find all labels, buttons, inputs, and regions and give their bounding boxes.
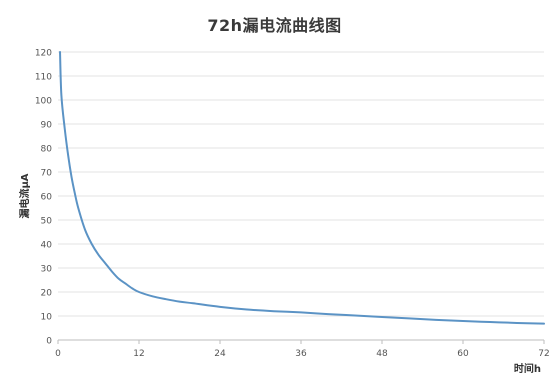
y-tick-label: 20 xyxy=(41,289,53,299)
data-point xyxy=(327,313,329,315)
data-point xyxy=(59,51,61,53)
data-point xyxy=(84,229,86,231)
data-point xyxy=(354,315,356,317)
x-tick-label: 48 xyxy=(376,349,388,359)
data-point xyxy=(91,243,93,245)
data-point xyxy=(77,207,79,209)
x-tick-label: 72 xyxy=(538,349,549,359)
data-point xyxy=(381,316,383,318)
y-tick-label: 50 xyxy=(41,217,53,227)
y-tick-label: 120 xyxy=(35,49,52,59)
y-tick-label: 70 xyxy=(41,169,53,179)
x-tick-label: 36 xyxy=(295,349,307,359)
data-point xyxy=(60,94,62,96)
data-point xyxy=(273,310,275,312)
y-tick-label: 110 xyxy=(35,73,52,83)
y-tick-label: 80 xyxy=(41,145,53,155)
data-point xyxy=(462,320,464,322)
x-tick-label: 60 xyxy=(457,349,469,359)
y-axis-title: 漏电流μA xyxy=(18,173,31,218)
data-point xyxy=(165,298,167,300)
x-tick-label: 12 xyxy=(133,349,144,359)
chart-title: 72h漏电流曲线图 xyxy=(207,16,342,35)
y-tick-label: 90 xyxy=(41,121,53,131)
data-point xyxy=(131,287,133,289)
data-point xyxy=(111,271,113,273)
y-tick-label: 100 xyxy=(35,97,52,107)
data-point xyxy=(64,128,66,130)
data-point xyxy=(408,317,410,319)
series-line xyxy=(59,51,545,325)
series-layer xyxy=(59,51,545,325)
data-point xyxy=(435,319,437,321)
grid-layer xyxy=(58,51,544,341)
data-point xyxy=(516,322,518,324)
data-point xyxy=(489,321,491,323)
y-tick-label: 0 xyxy=(46,337,52,347)
x-tick-label: 24 xyxy=(214,349,226,359)
y-tick-label: 60 xyxy=(41,193,53,203)
data-point xyxy=(98,254,100,256)
y-tick-label: 40 xyxy=(41,241,53,251)
data-point xyxy=(219,306,221,308)
data-point xyxy=(71,176,73,178)
data-point xyxy=(118,278,120,280)
data-point xyxy=(192,302,194,304)
y-tick-label: 30 xyxy=(41,265,53,275)
label-layer: 0 10 20 30 40 50 60 70 80 90 100 110 120 0 12 24 36 48 60 7… xyxy=(18,49,549,374)
data-point xyxy=(138,291,140,293)
data-point xyxy=(300,311,302,313)
data-point xyxy=(67,154,69,156)
data-point xyxy=(74,193,76,195)
y-tick-label: 10 xyxy=(41,313,53,323)
data-point xyxy=(104,262,106,264)
data-point xyxy=(152,295,154,297)
data-point xyxy=(125,283,127,285)
data-point xyxy=(179,301,181,303)
data-point xyxy=(246,309,248,311)
x-tick-label: 0 xyxy=(55,349,61,359)
x-axis-title: 时间h xyxy=(514,362,541,374)
data-point xyxy=(543,323,545,325)
axis-layer xyxy=(57,339,545,344)
